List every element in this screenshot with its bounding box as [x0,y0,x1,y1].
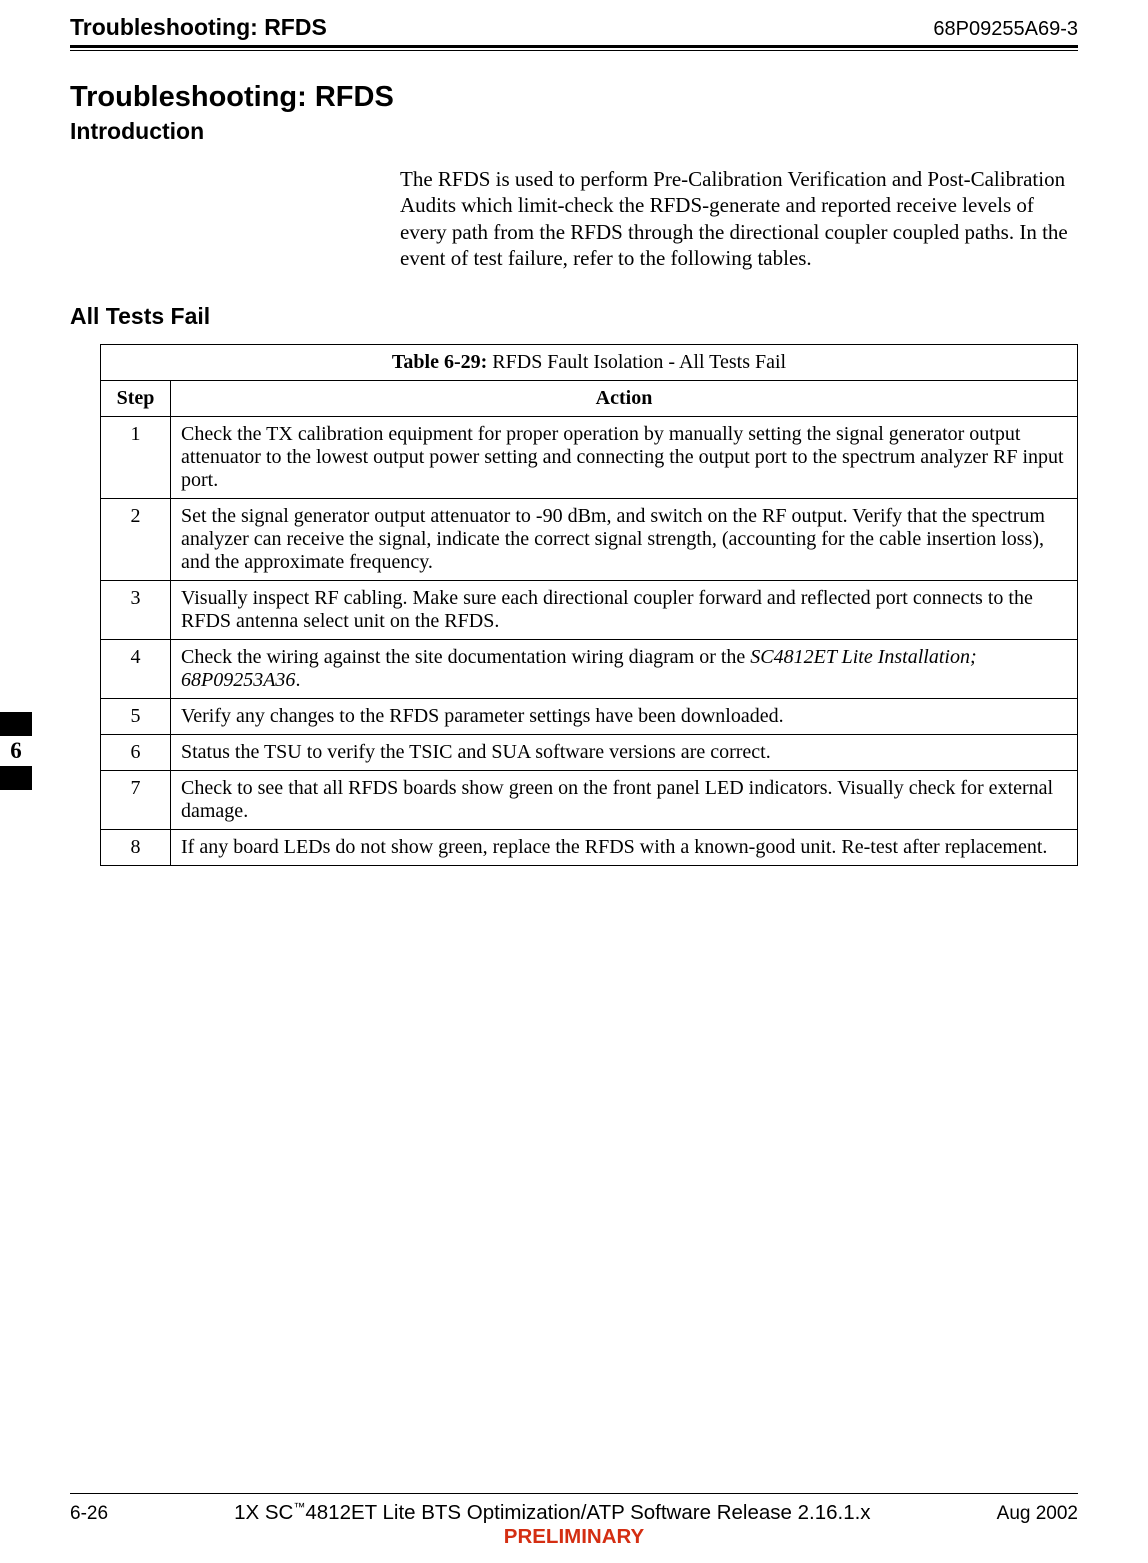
cell-step: 1 [101,417,171,499]
header-right: 68P09255A69-3 [933,18,1078,41]
cell-action: Check to see that all RFDS boards show g… [171,771,1078,830]
table-caption: Table 6-29: RFDS Fault Isolation - All T… [101,345,1078,381]
cell-action: Check the TX calibration equipment for p… [171,417,1078,499]
table-row: 5 Verify any changes to the RFDS paramet… [101,699,1078,735]
table-row: 7 Check to see that all RFDS boards show… [101,771,1078,830]
page: Troubleshooting: RFDS 68P09255A69-3 Trou… [0,0,1148,1563]
page-title: Troubleshooting: RFDS [70,81,1078,114]
table-row: 8 If any board LEDs do not show green, r… [101,830,1078,866]
cell-step: 3 [101,581,171,640]
cell-action: Set the signal generator output attenuat… [171,499,1078,581]
cell-action: Check the wiring against the site docume… [171,640,1078,699]
cell-step: 6 [101,735,171,771]
cell-action: Visually inspect RF cabling. Make sure e… [171,581,1078,640]
footer-row: 6-26 1X SC™4812ET Lite BTS Optimization/… [70,1500,1078,1525]
intro-paragraph: The RFDS is used to perform Pre-Calibrat… [400,166,1068,271]
col-header-step: Step [101,381,171,417]
side-tab-number: 6 [0,736,32,766]
cell-step: 4 [101,640,171,699]
content-area: Troubleshooting: RFDS Introduction The R… [70,51,1078,866]
side-tab-block-top [0,712,32,736]
cell-step: 5 [101,699,171,735]
footer-page-number: 6-26 [70,1503,108,1525]
footer-date: Aug 2002 [997,1503,1078,1525]
cell-action: Verify any changes to the RFDS parameter… [171,699,1078,735]
table-row: 3 Visually inspect RF cabling. Make sure… [101,581,1078,640]
footer-center: 1X SC™4812ET Lite BTS Optimization/ATP S… [108,1500,997,1525]
col-header-action: Action [171,381,1078,417]
table-row: 1 Check the TX calibration equipment for… [101,417,1078,499]
fault-isolation-table: Table 6-29: RFDS Fault Isolation - All T… [100,344,1078,866]
table-header-row: Step Action [101,381,1078,417]
footer-center-post: 4812ET Lite BTS Optimization/ATP Softwar… [305,1501,870,1524]
cell-step: 2 [101,499,171,581]
table-row: 2 Set the signal generator output attenu… [101,499,1078,581]
title-block: Troubleshooting: RFDS Introduction [70,81,1078,145]
section-heading-all-tests-fail: All Tests Fail [70,303,1078,330]
header-left: Troubleshooting: RFDS [70,14,327,41]
section-heading-introduction: Introduction [70,118,1078,145]
cell-step: 7 [101,771,171,830]
table-row: 4 Check the wiring against the site docu… [101,640,1078,699]
cell-action: Status the TSU to verify the TSIC and SU… [171,735,1078,771]
cell-step: 8 [101,830,171,866]
table-caption-number: Table 6-29: [392,351,487,373]
running-header: Troubleshooting: RFDS 68P09255A69-3 [70,14,1078,41]
footer-preliminary: PRELIMINARY [70,1525,1078,1549]
table-caption-text: RFDS Fault Isolation - All Tests Fail [487,351,786,373]
trademark-symbol: ™ [293,1500,305,1514]
page-footer: 6-26 1X SC™4812ET Lite BTS Optimization/… [70,1493,1078,1549]
side-tab-block-bottom [0,766,32,790]
footer-rule [70,1493,1078,1494]
chapter-side-tab: 6 [0,712,32,790]
cell-action: If any board LEDs do not show green, rep… [171,830,1078,866]
footer-center-pre: 1X SC [234,1501,293,1524]
cell-action-pre: Check the wiring against the site docume… [181,646,750,668]
cell-action-post: . [295,669,300,691]
table-row: 6 Status the TSU to verify the TSIC and … [101,735,1078,771]
